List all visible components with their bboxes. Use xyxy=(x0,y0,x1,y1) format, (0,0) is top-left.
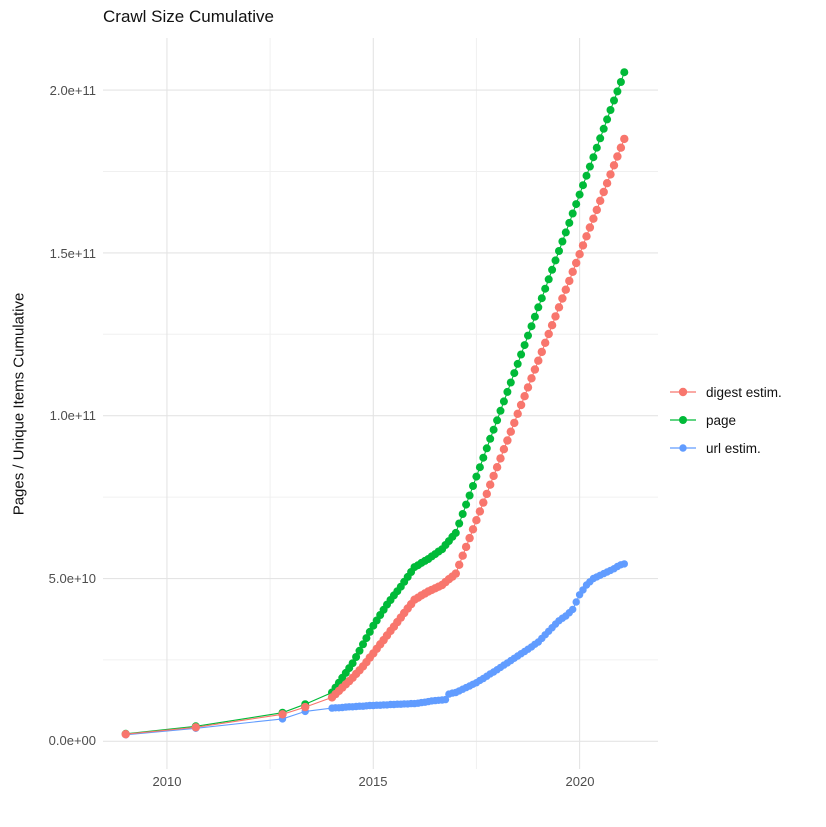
chart-title: Crawl Size Cumulative xyxy=(103,7,274,26)
y-tick-label: 2.0e+11 xyxy=(49,83,96,98)
legend-item-url-estim: url estim. xyxy=(668,439,782,457)
legend-key-page-icon xyxy=(670,416,696,424)
legend-label: digest estim. xyxy=(706,384,782,400)
y-tick-label: 0.0e+00 xyxy=(48,733,96,748)
legend-label: url estim. xyxy=(706,440,761,456)
y-tick-label: 1.0e+11 xyxy=(49,408,96,423)
legend-item-digest-estim: digest estim. xyxy=(668,383,782,401)
legend-label: page xyxy=(706,412,737,428)
legend-key-url-icon xyxy=(670,444,696,452)
x-tick-label: 2015 xyxy=(358,774,388,789)
y-axis-title: Pages / Unique Items Cumulative xyxy=(10,292,28,516)
y-tick-label: 5.0e+10 xyxy=(48,571,96,586)
y-tick-label: 1.5e+11 xyxy=(49,246,96,261)
legend-key-digest-icon xyxy=(670,387,696,397)
x-tick-label: 2010 xyxy=(152,774,182,789)
legend-item-page: page xyxy=(668,411,782,429)
x-tick-label: 2020 xyxy=(565,774,595,789)
chart-legend: digest estim. page url estim. xyxy=(668,383,782,457)
